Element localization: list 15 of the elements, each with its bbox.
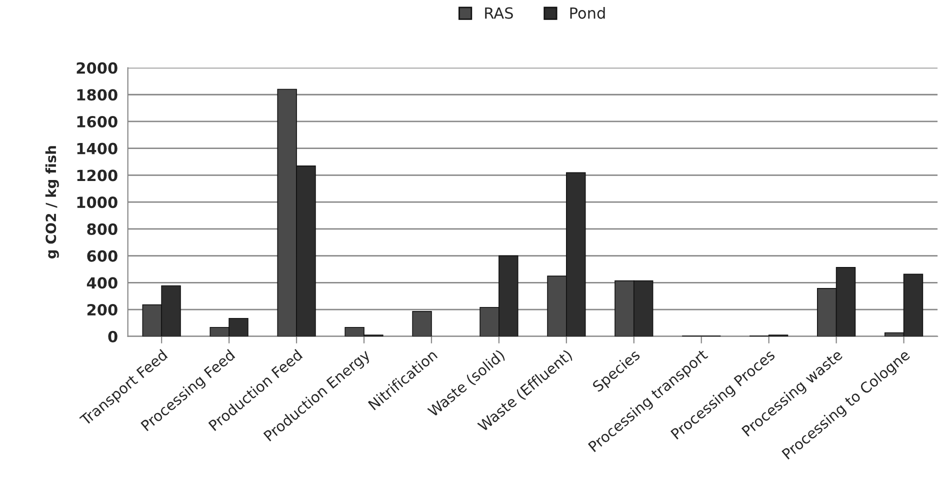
y-tick-label: 800	[87, 223, 118, 235]
legend-label: Pond	[570, 6, 605, 19]
y-tick-label: 200	[87, 304, 118, 316]
y-tick-label: 600	[87, 250, 118, 262]
bar	[412, 310, 432, 336]
y-tick-label: 1400	[77, 142, 118, 154]
y-tick-label: 1600	[77, 116, 118, 128]
y-tick-label: 1800	[77, 89, 118, 101]
y-tick-label: 1200	[77, 170, 118, 182]
y-tick-label: 2000	[76, 62, 118, 74]
y-tick-label: 0	[108, 330, 118, 342]
legend-label: RAS	[485, 7, 513, 19]
y-tick-label: 1000	[77, 196, 118, 208]
y-axis-title: g CO2 / kg fish	[45, 146, 59, 259]
y-tick-label: 400	[86, 277, 118, 289]
